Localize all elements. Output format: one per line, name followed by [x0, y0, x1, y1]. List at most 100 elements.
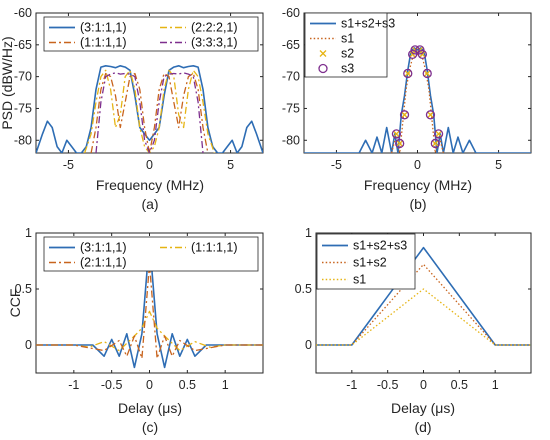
x-tick-label: -0.5 — [377, 378, 399, 392]
y-tick-label: -60 — [14, 6, 32, 20]
panel-c-caption: (c) — [142, 419, 158, 435]
y-tick-label: -65 — [282, 38, 300, 52]
y-tick-label: 0 — [305, 338, 312, 352]
panel-c: -1 -0.5 0 0.5 1 0 0.5 1 (3:1:1,1) (1:1:1,1) (2:1:1… — [7, 226, 264, 435]
legend-label: (2:2:2,1) — [191, 21, 238, 35]
marker-s3 — [391, 129, 402, 139]
series-line-s1 — [390, 53, 445, 153]
panel-b-caption: (b) — [409, 196, 426, 212]
series-line-2-2-2-1 — [83, 69, 216, 153]
panel-d-caption: (d) — [414, 419, 431, 435]
marker-s3 — [395, 138, 405, 149]
legend-label: s1 — [341, 32, 354, 46]
y-tick-label: -70 — [282, 70, 300, 84]
legend-label: (2:1:1,1) — [80, 256, 127, 270]
y-tick-label: 1 — [305, 226, 312, 240]
x-tick-label: 0 — [146, 378, 153, 392]
x-tick-label: 0 — [420, 378, 427, 392]
marker-s3 — [417, 49, 428, 60]
marker-s2 — [401, 111, 408, 119]
x-tick-label: -1 — [346, 378, 357, 392]
x-tick-label: 0.5 — [179, 378, 196, 392]
series-line-3-3-3-1 — [95, 72, 204, 153]
panel-a: -5 0 5 -60 -65 -70 -75 -80 (3:1:1,1) (2:2:2,1) (1:… — [0, 6, 264, 212]
y-tick-label: -65 — [14, 38, 32, 52]
marker-s2 — [396, 140, 403, 147]
panel-d-marks: -1 -0.5 0 0.5 1 0 0.5 1 s1+s2+s3 s1+s2 s1 — [295, 226, 531, 392]
legend-label: s1 — [353, 273, 366, 287]
panel-a-caption: (a) — [141, 196, 158, 212]
panel-a-ylabel: PSD (dBW/Hz) — [0, 36, 15, 129]
marker-s2 — [427, 111, 434, 119]
marker-s3 — [425, 110, 436, 120]
x-tick-label: 5 — [227, 158, 234, 172]
legend-box — [316, 233, 416, 290]
legend: (3:1:1,1) (2:2:2,1) (1:1:1,1) (3:3:3,1) — [43, 16, 259, 52]
marker-s2 — [393, 130, 400, 138]
y-tick-label: 1 — [25, 226, 32, 240]
legend-box — [43, 16, 259, 52]
y-tick-label: -75 — [14, 101, 32, 115]
panel-c-marks: -1 -0.5 0 0.5 1 0 0.5 1 (3:1:1,1) (1:1:1,1) (2:1:1… — [15, 226, 263, 392]
x-tick-label: 1 — [222, 378, 229, 392]
marker-s3 — [430, 138, 440, 149]
legend-label: s1+s2+s3 — [341, 17, 395, 31]
y-tick-label: -75 — [282, 101, 300, 115]
marker-s3 — [415, 45, 425, 55]
legend-label: (1:1:1,1) — [80, 36, 127, 50]
legend-label: s1+s2 — [353, 256, 387, 270]
x-tick-label: -0.5 — [101, 378, 123, 392]
y-tick-label: -70 — [14, 70, 32, 84]
legend-label: (1:1:1,1) — [191, 241, 238, 255]
series-line-3-1-1-1 — [36, 65, 263, 153]
marker-s3 — [407, 49, 418, 60]
legend-label: (3:1:1,1) — [80, 241, 127, 255]
marker-s3 — [399, 110, 410, 120]
y-tick-label: -80 — [14, 133, 32, 147]
legend-label: (3:3:3,1) — [191, 36, 238, 50]
series-line-s1 — [316, 288, 531, 346]
marker-s2 — [423, 70, 431, 77]
panel-c-xlabel: Delay (μs) — [118, 400, 182, 416]
marker-s2 — [435, 130, 442, 138]
legend-label: s1+s2+s3 — [353, 239, 407, 253]
legend-swatch — [318, 63, 328, 74]
legend: (3:1:1,1) (1:1:1,1) (2:1:1,1) — [43, 236, 259, 272]
panel-c-ylabel: CCF — [7, 289, 23, 318]
marker-s2 — [404, 70, 412, 77]
y-tick-label: -60 — [282, 6, 300, 20]
series-line-1-1-1-1 — [90, 72, 209, 153]
marker-s2 — [419, 51, 426, 58]
marker-s3 — [410, 45, 420, 55]
legend: s1+s2+s3 s1+s2 s1 — [316, 233, 416, 290]
marker-s3 — [422, 68, 432, 79]
x-tick-label: -5 — [331, 158, 342, 172]
legend-box — [43, 236, 259, 272]
x-tick-label: 0.5 — [451, 378, 468, 392]
marker-s2 — [432, 140, 439, 147]
panel-d: -1 -0.5 0 0.5 1 0 0.5 1 s1+s2+s3 s1+s2 s1 Delay (μ… — [295, 226, 532, 435]
series-line-s1-s2-s3 — [304, 47, 531, 153]
panel-b-xlabel: Frequency (MHz) — [364, 177, 472, 193]
x-tick-label: 1 — [492, 378, 499, 392]
legend-label: s3 — [341, 62, 354, 76]
marker-s3 — [403, 68, 413, 79]
series-line-1-1-1-1 — [36, 310, 263, 352]
panel-a-marks: -5 0 5 -60 -65 -70 -75 -80 (3:1:1,1) (2:2:2,1) (1:… — [14, 6, 263, 172]
x-tick-label: 0 — [414, 158, 421, 172]
y-tick-label: -80 — [282, 133, 300, 147]
x-tick-label: 0 — [146, 158, 153, 172]
x-tick-label: -1 — [68, 378, 79, 392]
y-tick-label: 0 — [25, 338, 32, 352]
legend-swatch — [319, 50, 327, 57]
x-tick-label: -5 — [63, 158, 74, 172]
y-tick-label: 0.5 — [295, 282, 312, 296]
x-tick-label: 5 — [495, 158, 502, 172]
panel-a-xlabel: Frequency (MHz) — [96, 177, 204, 193]
legend-label: (3:1:1,1) — [80, 21, 127, 35]
legend-label: s2 — [341, 47, 354, 61]
panel-d-xlabel: Delay (μs) — [391, 400, 455, 416]
